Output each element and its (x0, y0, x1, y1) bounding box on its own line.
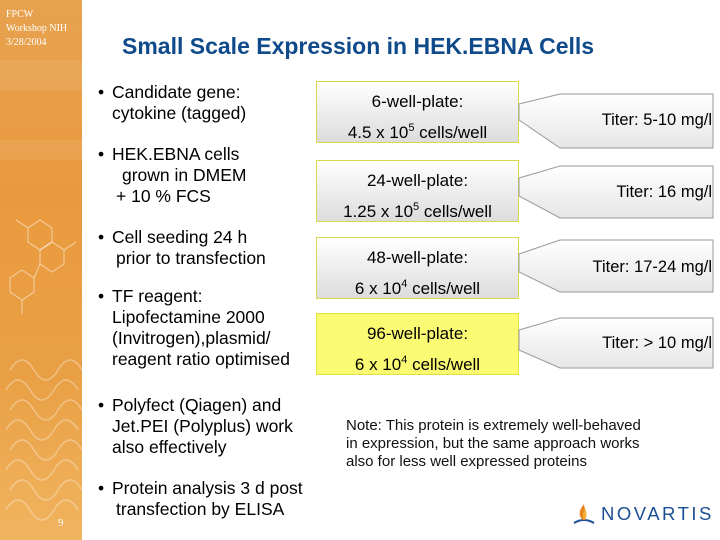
bullet-item: • Cell seeding 24 h prior to transfectio… (98, 227, 266, 269)
slide-title: Small Scale Expression in HEK.EBNA Cells (122, 33, 595, 59)
bullet-line: grown in DMEM (122, 165, 247, 185)
plate-name: 48-well-plate: (366, 248, 469, 267)
bullet-item: • HEK.EBNA cells grown in DMEM + 10 % FC… (98, 144, 246, 207)
bullet-line: Polyfect (Qiagen) and (112, 395, 282, 415)
plate-cell-density: 4.5 x 105 cells/well (317, 122, 518, 143)
plate-box-6-well: 6-well-plate: 4.5 x 105 cells/well (316, 81, 519, 143)
workshop-line-1: FPCW (6, 9, 34, 20)
plate-name: 96-well-plate: (366, 324, 469, 343)
novartis-logo: NOVARTIS (571, 501, 714, 527)
titer-label: Titer: 16 mg/l (616, 183, 712, 201)
cells-unit: cells/well (419, 202, 492, 221)
cells-unit: cells/well (414, 123, 488, 142)
plate-cell-density: 6 x 104 cells/well (317, 354, 518, 375)
bullet-line: Candidate gene: (112, 82, 241, 102)
bullet-item: • Candidate gene: cytokine (tagged) (98, 82, 246, 124)
titer-label: Titer: 5-10 mg/l (601, 111, 712, 129)
bullet-dot: • (98, 478, 105, 498)
novartis-wordmark: NOVARTIS (601, 503, 714, 524)
bullet-dot: • (98, 286, 105, 306)
note-line: also for less well expressed proteins (346, 453, 587, 470)
bullet-item: • Protein analysis 3 d post transfection… (98, 478, 303, 520)
bullet-dot: • (98, 144, 105, 164)
plate-box-24-well: 24-well-plate: 1.25 x 105 cells/well (316, 160, 519, 222)
bullet-line: Protein analysis 3 d post (112, 478, 303, 498)
bullet-line: Cell seeding 24 h (112, 227, 248, 247)
cells-base: 6 x 10 (354, 355, 402, 374)
cells-exponent: 5 (408, 122, 415, 134)
bullet-line: reagent ratio optimised (112, 349, 291, 369)
bullet-line: HEK.EBNA cells (112, 144, 240, 164)
page-number: 9 (58, 517, 64, 529)
bullet-dot: • (98, 227, 105, 247)
note-line: Note: This protein is extremely well-beh… (346, 417, 641, 434)
novartis-flame-icon (573, 504, 595, 524)
molecule-texture-icon (0, 60, 82, 521)
plate-cell-density: 1.25 x 105 cells/well (317, 201, 518, 222)
cells-base: 4.5 x 10 (347, 123, 409, 142)
bullet-line: (Invitrogen),plasmid/ (112, 328, 271, 348)
titer-label: Titer: 17-24 mg/l (592, 258, 712, 276)
plate-cell-density: 6 x 104 cells/well (317, 278, 518, 299)
cells-exponent: 4 (401, 354, 408, 366)
bullet-dot: • (98, 82, 105, 102)
cells-exponent: 4 (401, 278, 408, 290)
plate-box-96-well: 96-well-plate: 6 x 104 cells/well (316, 313, 519, 375)
bullet-line: Jet.PEI (Polyplus) work (112, 416, 293, 436)
plate-name: 6-well-plate: (371, 92, 464, 111)
workshop-info: FPCW Workshop NIH 3/28/2004 (6, 8, 67, 50)
workshop-date: 3/28/2004 (6, 37, 47, 48)
bullet-line: cytokine (tagged) (112, 103, 247, 123)
bullet-line: Lipofectamine 2000 (112, 307, 265, 327)
bullet-line: TF reagent: (112, 286, 203, 306)
bullet-dot: • (98, 395, 105, 415)
cells-base: 1.25 x 10 (343, 202, 414, 221)
cells-base: 6 x 10 (354, 279, 402, 298)
bullet-line: also effectively (112, 437, 227, 457)
workshop-line-2: Workshop NIH (6, 23, 68, 34)
bullet-line: prior to transfection (116, 248, 266, 268)
plate-box-48-well: 48-well-plate: 6 x 104 cells/well (316, 237, 519, 299)
bullet-line: transfection by ELISA (116, 499, 285, 519)
note-text: Note: This protein is extremely well-beh… (346, 417, 716, 471)
cells-unit: cells/well (407, 279, 481, 298)
cells-unit: cells/well (407, 355, 481, 374)
cells-exponent: 5 (413, 201, 420, 213)
bullet-line: + 10 % FCS (116, 186, 211, 206)
bullet-item: • Polyfect (Qiagen) and Jet.PEI (Polyplu… (98, 395, 293, 458)
sidebar-decoration: FPCW Workshop NIH 3/28/2004 9 (0, 0, 82, 540)
bullet-item: • TF reagent: Lipofectamine 2000 (Invitr… (98, 286, 290, 370)
plate-name: 24-well-plate: (366, 171, 469, 190)
note-line: in expression, but the same approach wor… (346, 435, 640, 452)
titer-label: Titer: > 10 mg/l (602, 334, 712, 352)
